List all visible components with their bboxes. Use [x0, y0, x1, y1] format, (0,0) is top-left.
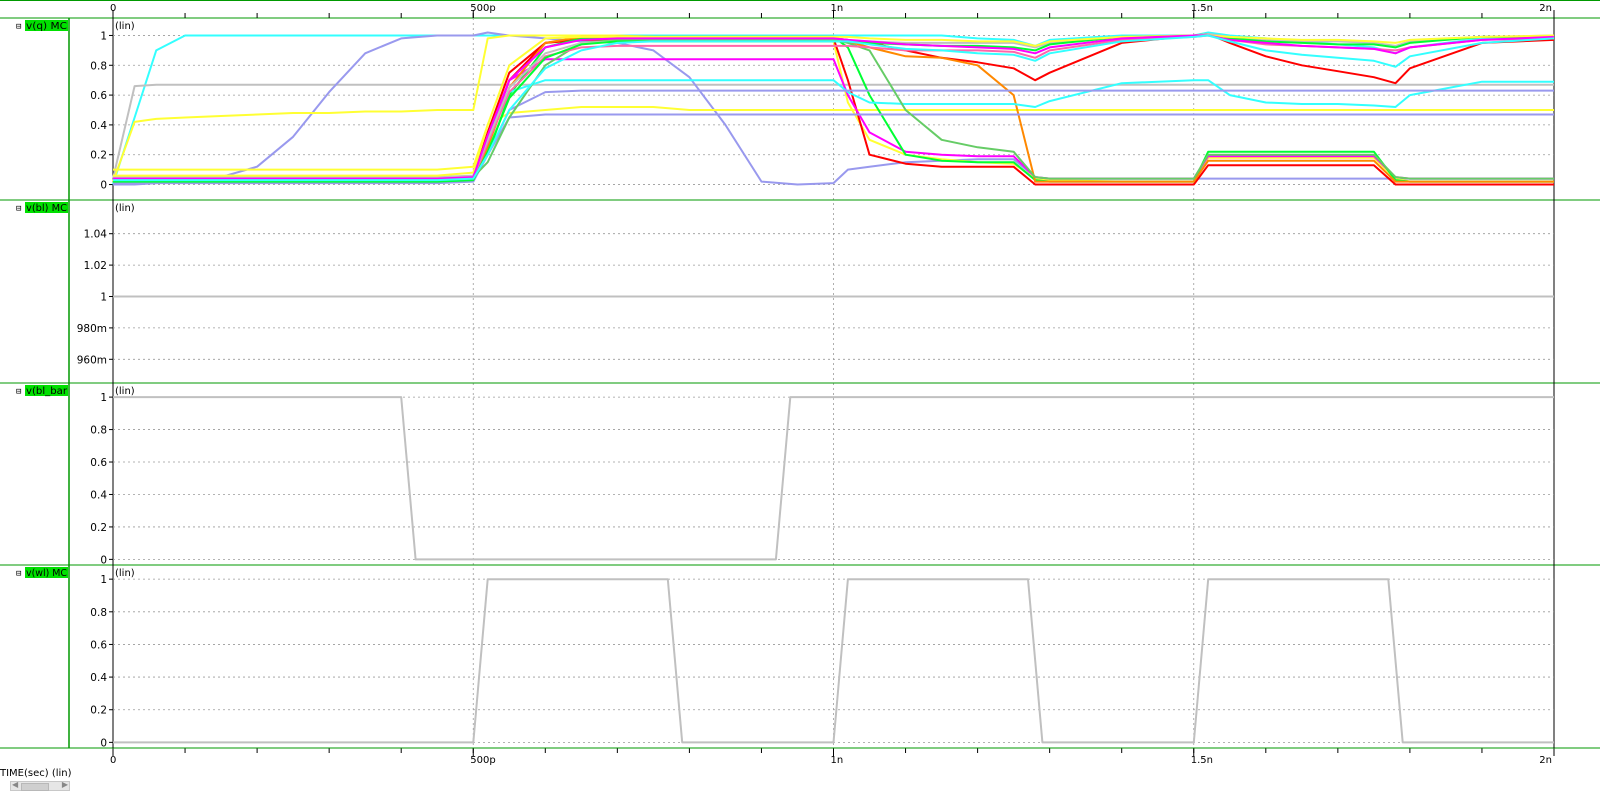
y-tick-label: 980m: [77, 323, 107, 335]
trace-line: [113, 34, 1555, 177]
y-tick-label: 0.8: [90, 607, 107, 619]
trace-line: [113, 31, 1554, 186]
y-tick-label: 0.2: [90, 522, 107, 534]
scroll-right-icon[interactable]: ▶: [61, 780, 68, 789]
signal-label-box[interactable]: [25, 385, 68, 396]
signal-label-box[interactable]: [25, 20, 68, 31]
y-tick-label: 0.6: [90, 90, 107, 102]
bottom-time-tick-label: 2n: [1539, 755, 1552, 766]
y-tick-label: 960m: [77, 354, 107, 366]
expand-icon[interactable]: ⊟: [16, 387, 21, 397]
signal-name-label[interactable]: v(bl) MC: [26, 203, 67, 214]
y-tick-label: 0.6: [90, 457, 107, 469]
waveform-panel-4: ⊟ v(wl) MC (lin) 0 0.2 0.4 0.6 0.8 1: [0, 565, 1600, 749]
signal-label-box[interactable]: [25, 567, 68, 578]
y-tick-label: 1.02: [84, 260, 107, 272]
top-time-tick-label: 1n: [831, 3, 844, 14]
y-tick-label: 0.8: [90, 60, 107, 72]
y-tick-label: 0.2: [90, 705, 107, 717]
scale-label: (lin): [115, 203, 135, 214]
time-axis-label: TIME(sec) (lin): [0, 768, 72, 779]
y-tick-label: 1: [100, 292, 107, 304]
waveform-panel-2: ⊟ v(bl) MC (lin) 960m 980m 1 1.02 1.04: [0, 200, 1600, 384]
expand-icon[interactable]: ⊟: [16, 204, 21, 214]
signal-name-label[interactable]: v(bl_bar: [26, 386, 67, 397]
scale-label: (lin): [115, 386, 135, 397]
trace-line: [113, 34, 1555, 180]
trace-line: [113, 113, 1554, 185]
y-tick-label: 1.04: [84, 229, 108, 241]
trace-line: [113, 34, 1555, 182]
waveform-panel-1: ⊟ v(q) MC (lin) 0 0.2 0.4 0.6 0.8 1: [0, 18, 1600, 201]
y-tick-label: 0.4: [90, 672, 107, 684]
bottom-time-tick-label: 500p: [470, 755, 495, 766]
y-tick-label: 0.6: [90, 639, 107, 651]
y-tick-label: 1: [100, 30, 107, 42]
waveform-panel-3: ⊟ v(bl_bar (lin) 0 0.2 0.4 0.6 0.8 1: [0, 383, 1600, 566]
y-tick-label: 0.4: [90, 489, 107, 501]
y-tick-label: 0.8: [90, 425, 107, 437]
top-time-tick-label: 2n: [1539, 3, 1552, 14]
top-time-tick-label: 500p: [470, 3, 495, 14]
trace-line: [112, 83, 1554, 179]
signal-name-label[interactable]: v(q) MC: [26, 21, 67, 32]
bottom-time-tick-label: 1n: [831, 755, 844, 766]
signal-label-box[interactable]: [25, 202, 68, 213]
horizontal-scrollbar[interactable]: ◀ ▶: [10, 780, 70, 791]
y-tick-label: 1: [100, 392, 107, 404]
y-tick-label: 0: [100, 554, 107, 566]
trace-line: [113, 396, 1554, 561]
bottom-time-tick-label: 1.5n: [1191, 755, 1213, 766]
signal-name-label[interactable]: v(wl) MC: [26, 568, 67, 579]
y-tick-label: 1: [100, 574, 107, 586]
scale-label: (lin): [115, 21, 135, 32]
y-tick-label: 0.2: [90, 150, 107, 162]
top-time-tick-label: 0: [110, 3, 116, 14]
scroll-left-icon[interactable]: ◀: [12, 780, 19, 789]
scrollbar-thumb[interactable]: [21, 783, 49, 791]
y-tick-label: 0.4: [90, 120, 107, 132]
trace-line: [113, 106, 1554, 171]
expand-icon[interactable]: ⊟: [16, 22, 21, 32]
y-tick-label: 0: [100, 180, 107, 192]
bottom-time-tick-label: 0: [110, 755, 116, 766]
scale-label: (lin): [115, 568, 135, 579]
expand-icon[interactable]: ⊟: [16, 569, 21, 579]
top-time-tick-label: 1.5n: [1191, 3, 1213, 14]
y-tick-label: 0: [100, 737, 107, 749]
trace-line: [113, 578, 1554, 744]
